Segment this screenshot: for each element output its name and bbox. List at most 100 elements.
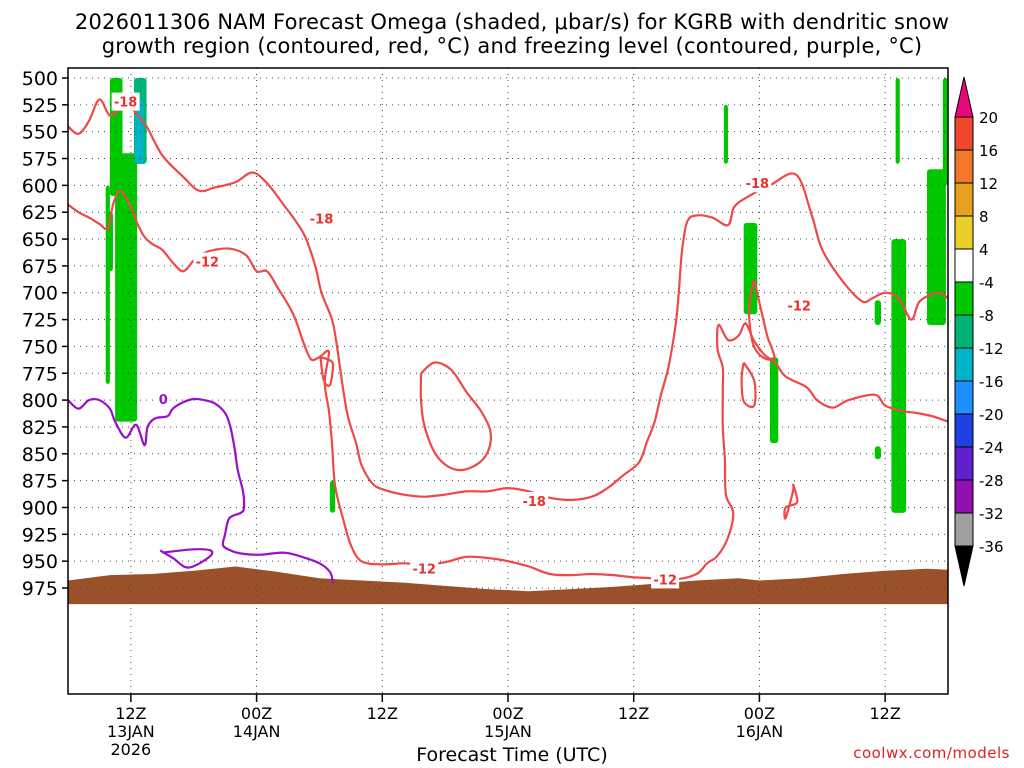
- colorbar-tick-label-6: -4: [979, 274, 994, 292]
- colorbar-tick-label-3: 12: [979, 175, 998, 193]
- y-tick-label-725: 725: [22, 310, 58, 332]
- y-tick-label-500: 500: [22, 68, 58, 90]
- omega-region-13: [895, 78, 900, 164]
- omega-region-12: [874, 446, 881, 460]
- red-label-bg-4: [520, 492, 549, 511]
- freezing-level-contours: [67, 397, 335, 583]
- purple-label-bg: [156, 391, 171, 408]
- colorbar-tick-label-13: -32: [979, 505, 1004, 523]
- colorbar-tick-label-1: 20: [979, 109, 998, 127]
- y-tick-label-550: 550: [22, 122, 58, 144]
- colorbar-box-3: [954, 182, 974, 217]
- y-tick-label-750: 750: [22, 336, 58, 358]
- colorbar-box-5: [954, 248, 974, 283]
- red-contour-label-4: -18: [522, 495, 546, 510]
- red-contour-5: [740, 361, 757, 408]
- red-contour-label-8: -12: [787, 300, 811, 315]
- y-tick-label-800: 800: [22, 390, 58, 412]
- y-tick-label-775: 775: [22, 363, 58, 385]
- colorbar-tick-label-11: -24: [979, 439, 1004, 457]
- y-tick-label-625: 625: [22, 202, 58, 224]
- colorbar-box-12: [954, 479, 974, 514]
- red-contour-3: [319, 356, 335, 387]
- omega-region-10: [769, 357, 779, 444]
- colorbar-tick-label-4: 8: [979, 208, 989, 226]
- omega-region-14: [891, 239, 907, 513]
- x-tick-label-h6: 12Z: [115, 704, 146, 723]
- freezing-contour-2: [159, 548, 214, 569]
- omega-region-16: [942, 78, 948, 186]
- x-tick-label-h18: 00Z: [241, 704, 272, 723]
- x-axis-title: Forecast Time (UTC): [416, 744, 608, 766]
- colorbar-tick-label-7: -8: [979, 307, 994, 325]
- y-tick-label-850: 850: [22, 444, 58, 466]
- x-tick-label-h30: 12Z: [367, 704, 398, 723]
- y-tick-label-650: 650: [22, 229, 58, 251]
- omega-shading-layer: [105, 78, 948, 513]
- colorbar-tick-label-5: 4: [979, 241, 989, 259]
- colorbar-legend: 20 16 12 8 4 -4 -8 -12 -16 -20 -24 -28 -32 -36: [954, 76, 1004, 587]
- red-contour-label-7: -18: [746, 177, 770, 192]
- red-contour-label-3: -18: [310, 213, 334, 228]
- y-tick-label-950: 950: [22, 551, 58, 573]
- y-tick-label-825: 825: [22, 417, 58, 439]
- colorbar-box-8: [954, 347, 974, 382]
- y-tick-label-525: 525: [22, 95, 58, 117]
- colorbar-box-1: [954, 116, 974, 151]
- omega-region-8: [723, 104, 728, 164]
- red-contour-label-5: -12: [412, 563, 436, 578]
- x-tick-label-h42: 00Z: [492, 704, 523, 723]
- colorbar-tick-label-12: -28: [979, 472, 1004, 490]
- y-tick-label-900: 900: [22, 497, 58, 519]
- red-label-bg-6: [651, 570, 680, 589]
- colorbar-box-2: [954, 149, 974, 184]
- freezing-contour-label: 0: [159, 393, 168, 408]
- colorbar-box-11: [954, 446, 974, 481]
- y-tick-label-600: 600: [22, 175, 58, 197]
- y-axis: 500 525 550 575 600 625 650 675 700 725 750 775 800 8…: [22, 68, 68, 600]
- colorbar-bottom-arrow: [954, 545, 974, 587]
- y-tick-label-925: 925: [22, 524, 58, 546]
- colorbar-top-arrow: [954, 76, 974, 118]
- x-tick-label-h66: 00Z: [744, 704, 775, 723]
- red-label-bg-5: [410, 559, 439, 578]
- red-label-bg-3: [307, 209, 336, 228]
- y-tick-label-675: 675: [22, 256, 58, 278]
- x-tick-label-h78: 12Z: [869, 704, 900, 723]
- freezing-contour-1: [67, 397, 335, 583]
- colorbar-box-13: [954, 512, 974, 547]
- contour-labels: -18 -12 -18 -18 -12 -12 -18 -12 0: [111, 92, 814, 589]
- gridlines: [68, 68, 948, 694]
- x-tick-year-h6: 2026: [110, 740, 151, 759]
- y-tick-label-875: 875: [22, 471, 58, 493]
- y-tick-label-575: 575: [22, 149, 58, 171]
- red-contour-2: [67, 189, 949, 581]
- colorbar-box-6: [954, 281, 974, 316]
- omega-region-11: [874, 300, 881, 325]
- x-tick-label-h54: 12Z: [618, 704, 649, 723]
- chart-title-line-1: 2026011306 NAM Forecast Omega (shaded, μ…: [74, 10, 950, 34]
- chart-title-line-2: growth region (contoured, red, °C) and f…: [101, 34, 923, 58]
- x-tick-date-h6: 13JAN: [107, 722, 155, 741]
- colorbar-tick-label-8: -12: [979, 340, 1004, 358]
- colorbar-tick-label-2: 16: [979, 142, 998, 160]
- red-contour-7: [783, 483, 799, 520]
- omega-region-15: [927, 169, 946, 325]
- red-label-bg-8: [785, 296, 814, 315]
- x-tick-date-h18: 14JAN: [233, 722, 281, 741]
- omega-region-7: [329, 480, 336, 513]
- red-contour-1: [67, 98, 949, 502]
- red-contour-label-2: -12: [196, 256, 220, 271]
- x-tick-date-h42: 15JAN: [484, 722, 532, 741]
- site-credit: coolwx.com/models: [853, 744, 1010, 762]
- omega-region-4: [115, 153, 138, 422]
- terrain-layer: [68, 566, 948, 605]
- red-label-bg-1: [111, 92, 140, 111]
- colorbar-box-9: [954, 380, 974, 415]
- colorbar-tick-label-14: -36: [979, 538, 1004, 556]
- y-tick-label-700: 700: [22, 283, 58, 305]
- colorbar-box-10: [954, 413, 974, 448]
- colorbar-box-7: [954, 314, 974, 349]
